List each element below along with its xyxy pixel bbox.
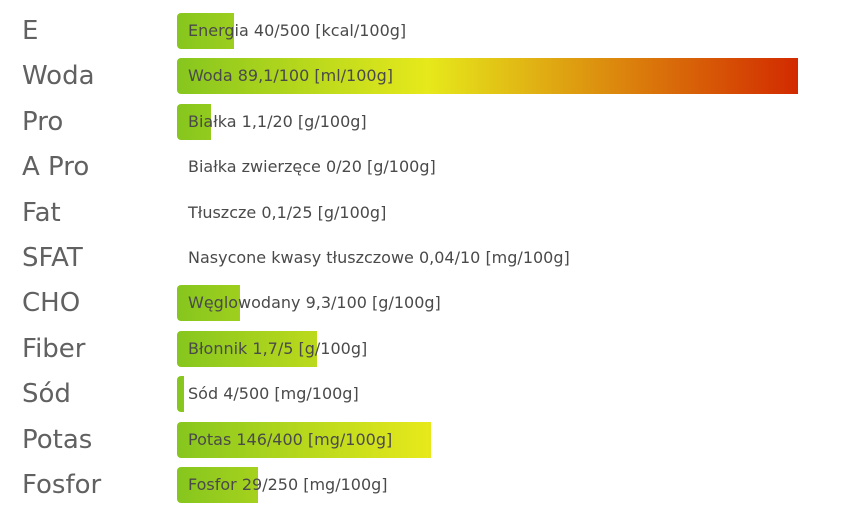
nutrient-progress-bar: [177, 103, 212, 140]
nutrient-bar-track: Białka zwierzęce 0/20 [g/100g]: [177, 149, 798, 185]
nutrient-label: Sód 4/500 [mg/100g]: [188, 384, 359, 404]
nutrient-progress-bar: [177, 330, 318, 367]
nutrient-abbr: Pro: [22, 106, 64, 137]
nutrient-row-phosphorus: Fosfor Fosfor 29/250 [mg/100g]: [0, 463, 847, 508]
nutrient-list: E Energia 40/500 [kcal/100g] Woda Woda 8…: [0, 9, 847, 508]
nutrient-bar-track: Woda 89,1/100 [ml/100g]: [177, 58, 798, 95]
nutrient-bar-track: Białka 1,1/20 [g/100g]: [177, 103, 798, 140]
nutrient-bar-track: Nasycone kwasy tłuszczowe 0,04/10 [mg/10…: [177, 240, 798, 276]
nutrient-row-fat: Fat Tłuszcze 0,1/25 [g/100g]: [0, 191, 847, 236]
nutrient-label: Tłuszcze 0,1/25 [g/100g]: [188, 202, 387, 222]
nutrient-row-water: Woda Woda 89,1/100 [ml/100g]: [0, 54, 847, 99]
nutrient-abbr: E: [22, 16, 39, 46]
nutrient-abbr: A Pro: [22, 152, 90, 183]
nutrient-bar-track: Sód 4/500 [mg/100g]: [177, 376, 798, 413]
nutrient-progress-bar: [177, 285, 240, 322]
nutrient-row-potassium: Potas Potas 146/400 [mg/100g]: [0, 418, 847, 463]
nutrient-abbr: Fosfor: [22, 469, 102, 500]
nutrient-row-animal-protein: A Pro Białka zwierzęce 0/20 [g/100g]: [0, 145, 847, 190]
nutrient-row-sodium: Sód Sód 4/500 [mg/100g]: [0, 372, 847, 417]
nutrient-label: Woda 89,1/100 [ml/100g]: [188, 66, 393, 86]
nutrient-abbr: SFAT: [22, 242, 83, 273]
nutrient-abbr: Woda: [22, 61, 95, 92]
nutrient-row-energy: E Energia 40/500 [kcal/100g]: [0, 9, 847, 54]
nutrient-bar-track: Fosfor 29/250 [mg/100g]: [177, 466, 798, 503]
nutrient-label: Błonnik 1,7/5 [g/100g]: [188, 338, 368, 358]
nutrient-label: Białka zwierzęce 0/20 [g/100g]: [188, 157, 436, 177]
nutrient-abbr: CHO: [22, 288, 81, 319]
nutrient-abbr: Fat: [22, 197, 61, 228]
nutrient-row-saturated-fat: SFAT Nasycone kwasy tłuszczowe 0,04/10 […: [0, 236, 847, 281]
nutrient-progress-bar: [177, 466, 258, 503]
nutrient-progress-bar: [177, 376, 185, 413]
nutrient-label: Nasycone kwasy tłuszczowe 0,04/10 [mg/10…: [188, 247, 570, 267]
nutrient-progress-bar: [177, 58, 798, 95]
nutrient-row-fiber: Fiber Błonnik 1,7/5 [g/100g]: [0, 327, 847, 372]
nutrient-bar-track: Energia 40/500 [kcal/100g]: [177, 13, 798, 49]
nutrient-progress-bar: [177, 13, 235, 49]
nutrient-progress-bar: [177, 421, 431, 458]
nutrient-row-carbohydrates: CHO Węglowodany 9,3/100 [g/100g]: [0, 281, 847, 326]
nutrient-bar-track: Węglowodany 9,3/100 [g/100g]: [177, 285, 798, 322]
nutrient-label: Energia 40/500 [kcal/100g]: [188, 21, 407, 40]
nutrient-label: Fosfor 29/250 [mg/100g]: [188, 474, 388, 494]
nutrient-bar-track: Potas 146/400 [mg/100g]: [177, 421, 798, 458]
nutrient-abbr: Sód: [22, 379, 71, 410]
nutrient-label: Potas 146/400 [mg/100g]: [188, 429, 393, 449]
nutrient-label: Białka 1,1/20 [g/100g]: [188, 111, 367, 131]
nutrient-abbr: Potas: [22, 424, 93, 455]
nutrient-bar-track: Tłuszcze 0,1/25 [g/100g]: [177, 195, 798, 231]
nutrient-label: Węglowodany 9,3/100 [g/100g]: [188, 293, 441, 313]
nutrient-row-protein: Pro Białka 1,1/20 [g/100g]: [0, 100, 847, 145]
nutrient-abbr: Fiber: [22, 333, 86, 364]
nutrient-bar-track: Błonnik 1,7/5 [g/100g]: [177, 330, 798, 367]
